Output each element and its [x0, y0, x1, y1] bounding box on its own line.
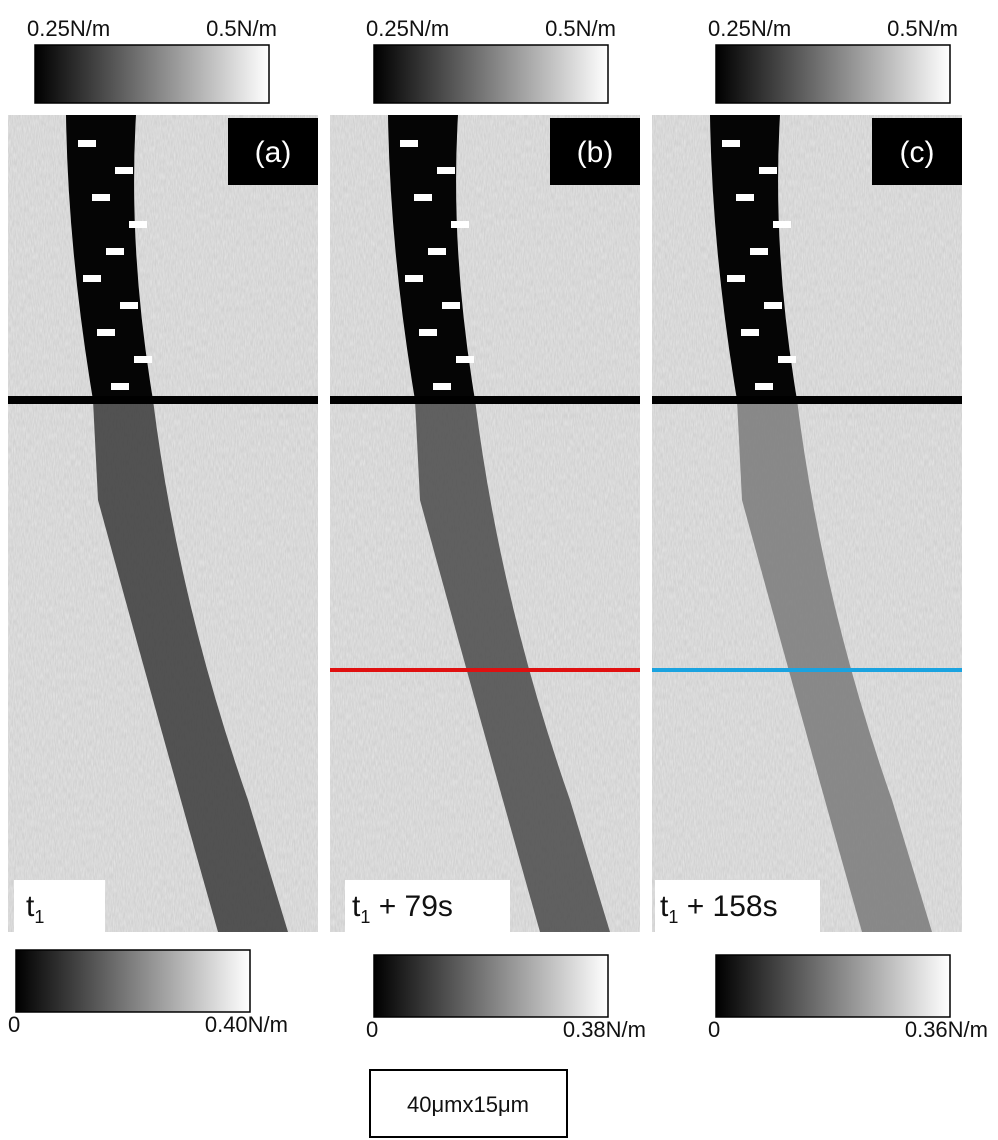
scale-min-label: 0	[366, 1017, 378, 1042]
scale-max-label: 0.5N/m	[545, 16, 616, 41]
speckle	[400, 140, 418, 147]
speckle	[442, 302, 460, 309]
scale-max-label: 0.5N/m	[887, 16, 958, 41]
band-upper	[66, 115, 153, 400]
time-box	[345, 880, 510, 932]
time-symbol: t	[660, 890, 669, 923]
speckle	[433, 383, 451, 390]
scale-max-label: 0.5N/m	[206, 16, 277, 41]
colorbar	[715, 954, 951, 1018]
speckle	[727, 275, 745, 282]
scale-box	[369, 1069, 568, 1138]
band-upper	[388, 115, 475, 400]
speckle	[134, 356, 152, 363]
speckle	[405, 275, 423, 282]
speckle	[451, 221, 469, 228]
scale-text: 40μmx15μm	[407, 1092, 529, 1117]
speckle	[759, 167, 777, 174]
panel-label: (b)	[577, 136, 614, 169]
speckle	[456, 356, 474, 363]
scale-min-label: 0.25N/m	[366, 16, 449, 41]
speckle	[414, 194, 432, 201]
speckle	[120, 302, 138, 309]
time-offset: + 79s	[370, 890, 453, 923]
panel-label: (a)	[255, 136, 292, 169]
scale-max-label: 0.36N/m	[905, 1017, 988, 1042]
speckle	[741, 329, 759, 336]
label-box	[872, 118, 962, 185]
speckle	[78, 140, 96, 147]
divider	[652, 396, 962, 404]
time-offset: + 158s	[678, 890, 777, 923]
scale-max-label: 0.40N/m	[205, 1012, 288, 1037]
scale-max-label: 0.38N/m	[563, 1017, 646, 1042]
divider	[8, 396, 318, 404]
speckle	[778, 356, 796, 363]
time-subscript: 1	[360, 907, 370, 927]
speckle	[437, 167, 455, 174]
marker-line	[652, 668, 962, 672]
time-box	[14, 880, 105, 932]
time-subscript: 1	[668, 907, 678, 927]
speckle	[722, 140, 740, 147]
band-lower	[415, 400, 610, 932]
band-lower	[93, 400, 288, 932]
colorbar	[34, 44, 270, 104]
time-box	[655, 880, 820, 932]
time-subscript: 1	[34, 907, 44, 927]
panel-label: (c)	[900, 136, 935, 169]
time-symbol: t	[26, 890, 35, 923]
band-lower	[737, 400, 932, 932]
speckle	[755, 383, 773, 390]
speckle	[750, 248, 768, 255]
time-label: t1	[26, 890, 44, 927]
band-upper	[710, 115, 797, 400]
colorbar	[373, 44, 609, 104]
scale-min-label: 0.25N/m	[27, 16, 110, 41]
colorbar	[715, 44, 951, 104]
speckle	[97, 329, 115, 336]
speckle	[106, 248, 124, 255]
scale-min-label: 0	[8, 1012, 20, 1037]
speckle	[773, 221, 791, 228]
speckle	[115, 167, 133, 174]
speckle	[764, 302, 782, 309]
time-label: t1 + 79s	[352, 890, 453, 927]
speckle	[111, 383, 129, 390]
scale-min-label: 0.25N/m	[708, 16, 791, 41]
divider	[330, 396, 640, 404]
colorbar	[373, 954, 609, 1018]
speckle	[129, 221, 147, 228]
speckle	[92, 194, 110, 201]
speckle	[428, 248, 446, 255]
time-label: t1 + 158s	[660, 890, 778, 927]
marker-line	[330, 668, 640, 672]
speckle	[736, 194, 754, 201]
speckle	[419, 329, 437, 336]
label-box	[228, 118, 318, 185]
colorbar	[15, 949, 251, 1013]
speckle	[83, 275, 101, 282]
time-symbol: t	[352, 890, 361, 923]
scale-min-label: 0	[708, 1017, 720, 1042]
label-box	[550, 118, 640, 185]
